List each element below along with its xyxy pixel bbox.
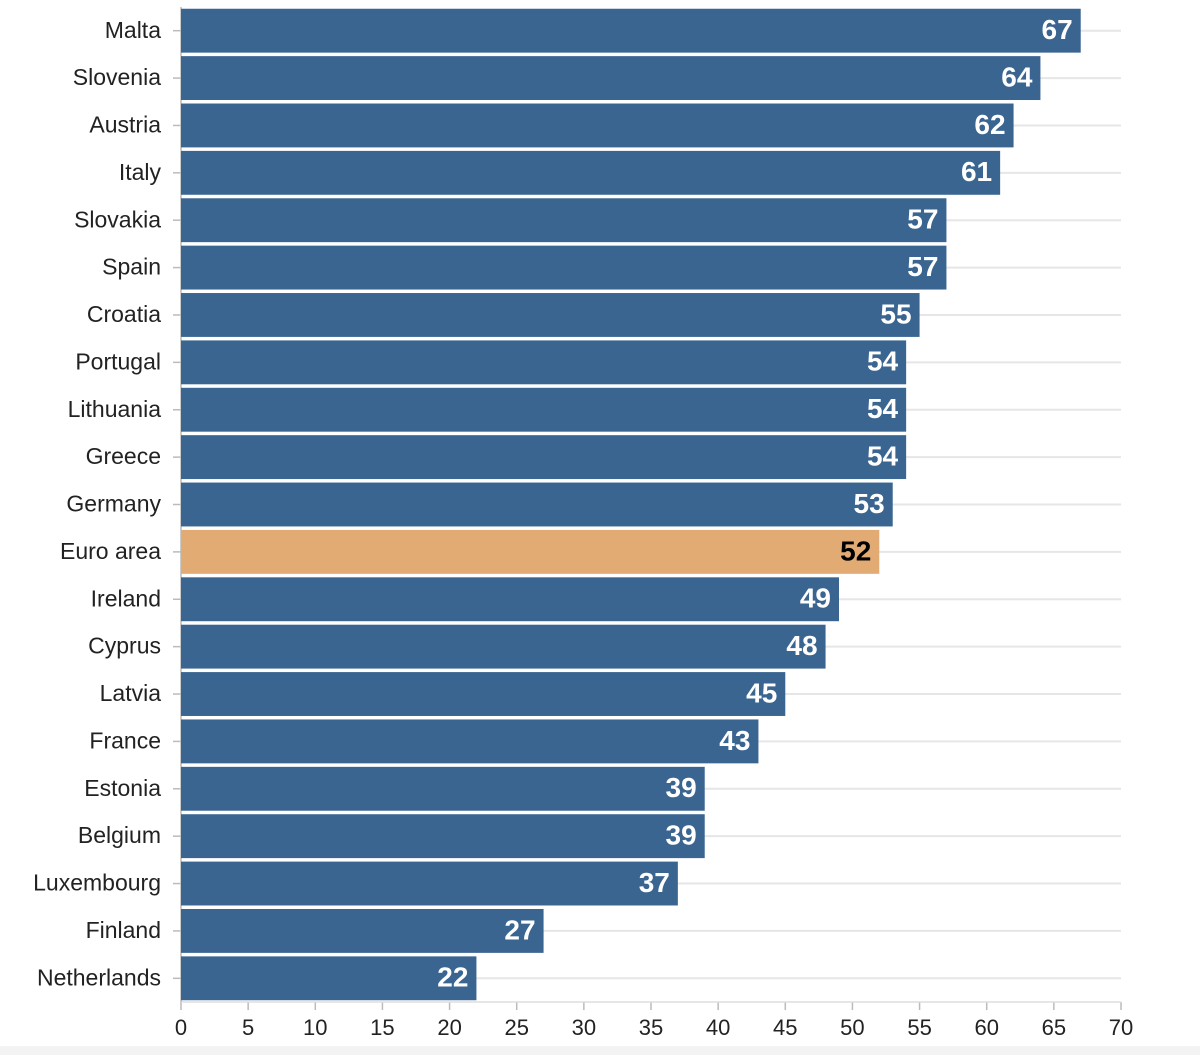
y-tick-label: Portugal bbox=[75, 348, 161, 374]
bar bbox=[181, 577, 839, 622]
x-tick-label: 55 bbox=[907, 1015, 931, 1040]
value-label: 54 bbox=[867, 441, 899, 472]
x-tick-label: 45 bbox=[773, 1015, 797, 1040]
value-label: 67 bbox=[1042, 14, 1073, 45]
bar bbox=[181, 340, 907, 385]
y-tick-label: Latvia bbox=[100, 680, 162, 706]
x-tick-label: 35 bbox=[639, 1015, 663, 1040]
value-label: 62 bbox=[974, 109, 1005, 140]
x-tick-label: 40 bbox=[706, 1015, 730, 1040]
value-label: 54 bbox=[867, 393, 899, 424]
bar bbox=[181, 672, 786, 716]
y-tick-label: Netherlands bbox=[37, 964, 161, 990]
x-tick-label: 60 bbox=[974, 1015, 998, 1040]
value-label: 61 bbox=[961, 156, 992, 187]
y-tick-label: Austria bbox=[89, 112, 161, 138]
bar bbox=[181, 908, 544, 953]
bar bbox=[181, 198, 947, 243]
y-tick-label: Germany bbox=[66, 491, 161, 517]
bar bbox=[181, 150, 1001, 195]
y-tick-label: Lithuania bbox=[68, 396, 162, 422]
value-label: 39 bbox=[666, 820, 697, 851]
bottom-strip bbox=[0, 1046, 1200, 1055]
y-tick-label: Finland bbox=[86, 917, 161, 943]
y-tick-label: Slovakia bbox=[74, 206, 161, 232]
bar bbox=[181, 861, 678, 906]
bar bbox=[181, 56, 1041, 101]
bar bbox=[181, 8, 1081, 53]
x-tick-label: 10 bbox=[303, 1015, 327, 1040]
y-tick-label: France bbox=[89, 727, 161, 753]
bar bbox=[181, 766, 705, 811]
value-label: 27 bbox=[504, 914, 535, 945]
x-tick-label: 50 bbox=[840, 1015, 864, 1040]
value-label: 43 bbox=[719, 725, 750, 756]
bar bbox=[181, 245, 947, 290]
y-tick-label: Malta bbox=[105, 17, 161, 43]
value-label: 53 bbox=[854, 488, 885, 519]
bar bbox=[181, 482, 893, 527]
bar bbox=[181, 435, 907, 480]
y-tick-label: Euro area bbox=[60, 538, 161, 564]
x-tick-label: 70 bbox=[1109, 1015, 1133, 1040]
x-tick-label: 5 bbox=[242, 1015, 254, 1040]
bar bbox=[181, 814, 705, 859]
bar bbox=[181, 624, 826, 669]
value-label: 55 bbox=[880, 298, 911, 329]
y-tick-label: Greece bbox=[86, 443, 161, 469]
y-tick-label: Estonia bbox=[84, 775, 161, 801]
bar bbox=[181, 956, 477, 1001]
y-tick-label: Cyprus bbox=[88, 633, 161, 659]
x-tick-label: 30 bbox=[572, 1015, 596, 1040]
y-tick-label: Belgium bbox=[78, 822, 161, 848]
bar bbox=[181, 293, 920, 337]
x-tick-label: 0 bbox=[175, 1015, 187, 1040]
y-tick-label: Spain bbox=[102, 254, 161, 280]
value-label: 57 bbox=[907, 251, 938, 282]
bar bbox=[181, 103, 1014, 148]
bar bbox=[181, 387, 907, 432]
y-tick-label: Croatia bbox=[87, 301, 161, 327]
value-label: 48 bbox=[786, 630, 817, 661]
x-tick-label: 25 bbox=[504, 1015, 528, 1040]
value-label: 37 bbox=[639, 867, 670, 898]
value-label: 39 bbox=[666, 772, 697, 803]
x-tick-label: 20 bbox=[437, 1015, 461, 1040]
value-label: 57 bbox=[907, 204, 938, 235]
bar bbox=[181, 719, 759, 764]
value-label: 45 bbox=[746, 677, 777, 708]
y-tick-label: Italy bbox=[119, 159, 162, 185]
value-label: 22 bbox=[437, 962, 468, 993]
y-tick-label: Slovenia bbox=[73, 64, 161, 90]
value-label: 52 bbox=[840, 535, 871, 566]
x-tick-label: 15 bbox=[370, 1015, 394, 1040]
y-tick-label: Luxembourg bbox=[33, 870, 161, 896]
bar bbox=[181, 529, 880, 574]
value-label: 54 bbox=[867, 346, 899, 377]
x-tick-label: 65 bbox=[1042, 1015, 1066, 1040]
y-tick-label: Ireland bbox=[91, 585, 161, 611]
value-label: 64 bbox=[1001, 61, 1033, 92]
value-label: 49 bbox=[800, 583, 831, 614]
